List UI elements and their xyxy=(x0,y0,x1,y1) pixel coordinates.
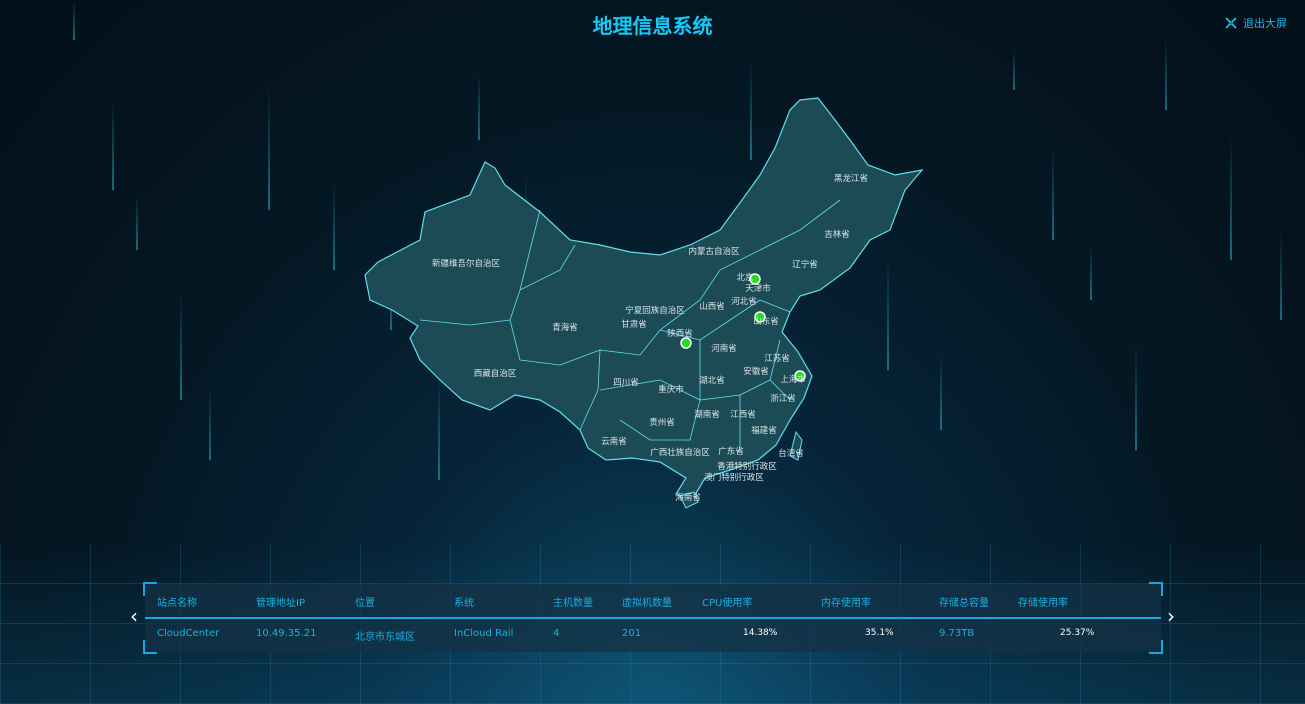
province-label: 吉林省 xyxy=(824,230,850,240)
province-label: 宁夏回族自治区 xyxy=(625,306,685,316)
column-header: 虚拟机数量 xyxy=(622,598,672,609)
province-label: 新疆维吾尔自治区 xyxy=(431,259,501,269)
table-cell: CloudCenter xyxy=(157,628,220,639)
province-label: 辽宁省 xyxy=(792,260,818,270)
rain-streak xyxy=(73,0,75,40)
rain-streak xyxy=(209,388,211,460)
column-header: 内存使用率 xyxy=(821,598,871,609)
province-label: 天津市 xyxy=(745,284,771,294)
province-label: 广西壮族自治区 xyxy=(650,448,710,458)
province-label: 西藏自治区 xyxy=(473,369,517,379)
table-cell: 北京市东城区 xyxy=(355,632,415,643)
province-label: 湖北省 xyxy=(699,376,725,386)
rain-streak xyxy=(940,352,942,430)
site-marker[interactable] xyxy=(680,337,692,349)
chevron-left-icon: ‹ xyxy=(130,604,138,628)
table-cell: 10.49.35.21 xyxy=(256,628,317,639)
province-label: 四川省 xyxy=(613,378,639,388)
exit-fullscreen-button[interactable]: 退出大屏 xyxy=(1225,15,1287,31)
page-title: 地理信息系统 xyxy=(592,14,713,38)
rain-streak xyxy=(1090,243,1092,300)
table-header: 站点名称 管理地址IP 位置 系统 主机数量 虚拟机数量 CPU使用率 内存使用率 存储总容量 存… xyxy=(145,594,1161,609)
column-header: 管理地址IP xyxy=(256,598,305,609)
province-label: 浙江省 xyxy=(770,394,796,404)
column-header: 系统 xyxy=(454,598,474,609)
province-label: 上海市 xyxy=(780,375,806,385)
table-cell: InCloud Rail xyxy=(454,628,514,639)
site-marker[interactable] xyxy=(794,370,806,382)
hainan xyxy=(679,491,699,509)
site-marker[interactable] xyxy=(749,273,761,285)
rain-streak xyxy=(1052,146,1054,240)
rain-streak xyxy=(1013,49,1015,90)
rain-streak xyxy=(1165,37,1167,110)
province-label: 河北省 xyxy=(731,297,757,307)
province-label: 陕西省 xyxy=(667,329,693,339)
rain-streak xyxy=(268,85,270,210)
province-label: 福建省 xyxy=(751,426,777,436)
column-header: 存储总容量 xyxy=(939,598,989,609)
column-header: CPU使用率 xyxy=(702,598,753,609)
table-cell: 35.1% xyxy=(865,628,894,638)
province-label: 安徽省 xyxy=(743,367,769,377)
column-header: 站点名称 xyxy=(157,598,197,609)
province-label: 澳门特别行政区 xyxy=(704,473,764,483)
province-label: 广东省 xyxy=(718,447,744,457)
province-label: 江西省 xyxy=(730,410,756,420)
province-label: 河南省 xyxy=(711,344,737,354)
province-label: 台湾省 xyxy=(778,449,804,459)
rain-streak xyxy=(750,61,752,160)
site-marker[interactable] xyxy=(754,311,766,323)
province-label: 江苏省 xyxy=(764,354,790,364)
taiwan xyxy=(789,430,803,461)
province-label: 山东省 xyxy=(753,317,779,327)
rain-streak xyxy=(1135,340,1137,450)
table-cell: 9.73TB xyxy=(939,628,975,639)
table-cell: 201 xyxy=(622,628,642,639)
rain-streak xyxy=(478,73,480,140)
rain-streak xyxy=(1230,134,1232,260)
province-label: 云南省 xyxy=(601,437,627,447)
column-header: 存储使用率 xyxy=(1018,598,1068,609)
column-header: 主机数量 xyxy=(553,598,593,609)
rain-streak xyxy=(180,291,182,400)
rain-streak xyxy=(112,97,114,190)
chevron-right-icon: › xyxy=(1167,604,1175,628)
column-header: 位置 xyxy=(355,598,375,609)
province-label: 香港特别行政区 xyxy=(717,462,777,472)
province-label: 山西省 xyxy=(699,302,725,312)
china-outline xyxy=(364,97,924,503)
province-label: 黑龙江省 xyxy=(833,174,869,184)
rain-streak xyxy=(887,255,889,370)
province-label: 青海省 xyxy=(552,323,578,333)
table-cell: 14.38% xyxy=(743,628,778,638)
rain-streak xyxy=(136,194,138,250)
exit-fullscreen-label: 退出大屏 xyxy=(1243,17,1287,30)
province-label: 湖南省 xyxy=(694,410,720,420)
rain-streak xyxy=(333,182,335,270)
province-label: 内蒙古自治区 xyxy=(688,247,740,257)
province-borders xyxy=(419,199,841,450)
province-label: 北京 xyxy=(736,273,754,283)
province-label: 海南省 xyxy=(675,493,701,503)
fullscreen-exit-icon xyxy=(1225,17,1237,29)
next-button[interactable]: › xyxy=(1167,604,1175,628)
province-label: 重庆市 xyxy=(658,385,684,395)
prev-button[interactable]: ‹ xyxy=(130,604,138,628)
province-label: 甘肃省 xyxy=(621,320,647,330)
table-cell: 25.37% xyxy=(1060,628,1095,638)
rain-streak xyxy=(438,376,440,480)
header-divider xyxy=(145,617,1161,619)
province-label: 贵州省 xyxy=(649,418,675,428)
table-cell: 4 xyxy=(553,628,560,639)
site-table: 站点名称 管理地址IP 位置 系统 主机数量 虚拟机数量 CPU使用率 内存使用率 存储总容量 存… xyxy=(143,582,1163,654)
rain-streak xyxy=(1280,231,1282,320)
